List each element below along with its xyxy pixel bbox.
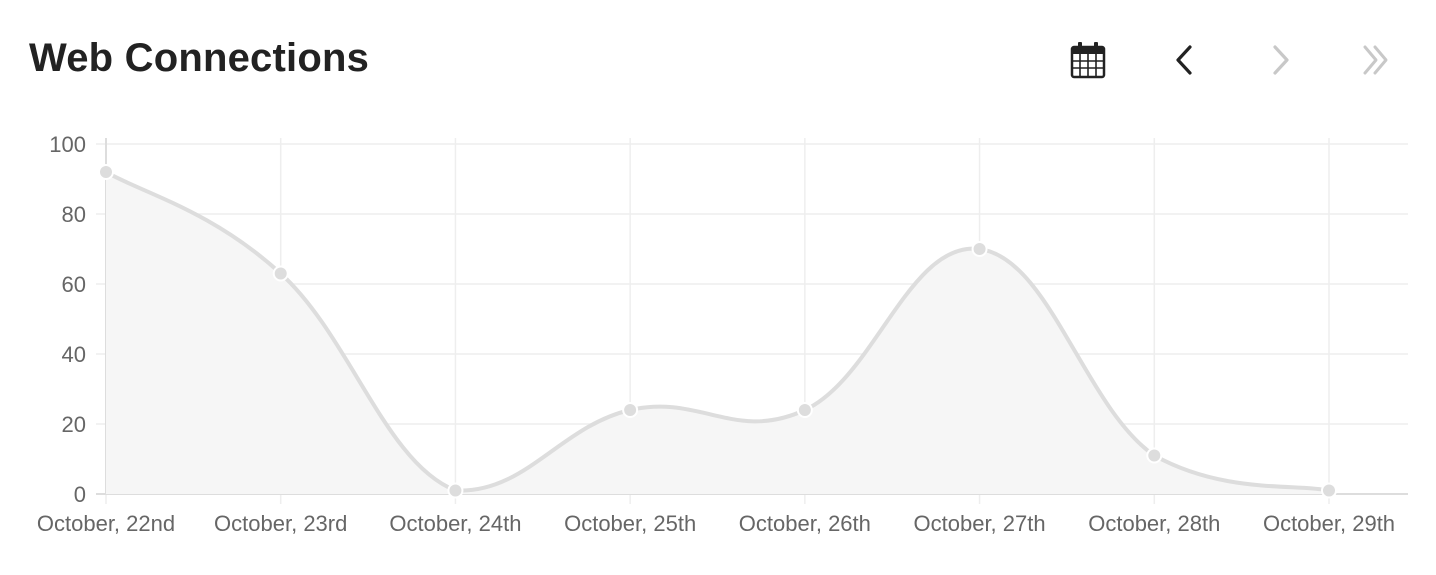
y-tick-label: 80 — [62, 202, 86, 227]
y-tick-label: 100 — [49, 132, 86, 157]
y-tick-label: 40 — [62, 342, 86, 367]
last-period-button[interactable] — [1352, 36, 1400, 84]
line-chart: 0 20 40 60 80 100 October, 22nd October, 23rd Oc… — [37, 132, 1408, 536]
x-tick-label: October, 24th — [389, 511, 521, 536]
x-tick-label: October, 23rd — [214, 511, 347, 536]
data-point — [796, 402, 813, 418]
data-point — [622, 402, 639, 418]
data-point — [1146, 447, 1163, 464]
data-point — [98, 164, 114, 180]
x-tick-label: October, 25th — [564, 511, 696, 536]
x-tick-label: October, 26th — [739, 511, 871, 536]
y-tick-label: 60 — [62, 272, 86, 297]
x-tick-label: October, 27th — [914, 511, 1046, 536]
previous-period-button[interactable] — [1161, 36, 1209, 84]
calendar-button[interactable] — [1064, 36, 1112, 84]
series-area-fill — [106, 172, 1329, 494]
chart-title: Web Connections — [29, 36, 370, 80]
data-point — [971, 241, 988, 257]
x-tick-label: October, 22nd — [37, 511, 175, 536]
y-tick-label: 0 — [74, 482, 86, 507]
data-point — [1321, 482, 1337, 499]
chart-header: Web Connections — [0, 0, 1436, 120]
y-tick-label: 20 — [62, 412, 86, 437]
next-period-button[interactable] — [1256, 36, 1304, 84]
data-point — [447, 482, 464, 499]
calendar-icon — [1070, 42, 1106, 79]
chevron-right-icon — [1273, 45, 1289, 75]
x-tick-label: October, 28th — [1088, 511, 1220, 536]
series-line — [104, 170, 1330, 493]
chevron-left-icon — [1176, 45, 1192, 75]
x-tick-label: October, 29th — [1263, 511, 1395, 536]
chart-area: 0 20 40 60 80 100 October, 22nd October, 23rd Oc… — [0, 120, 1436, 570]
double-chevron-right-icon — [1363, 45, 1388, 75]
data-point — [272, 265, 289, 282]
